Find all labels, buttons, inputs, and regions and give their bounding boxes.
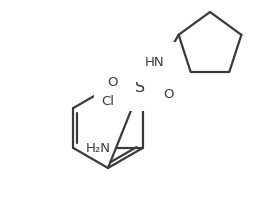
Text: S: S xyxy=(135,81,145,95)
Text: HN: HN xyxy=(145,56,165,69)
Text: O: O xyxy=(163,87,173,100)
Text: O: O xyxy=(107,76,117,89)
Text: H₂N: H₂N xyxy=(86,141,111,155)
Text: Cl: Cl xyxy=(102,95,115,108)
